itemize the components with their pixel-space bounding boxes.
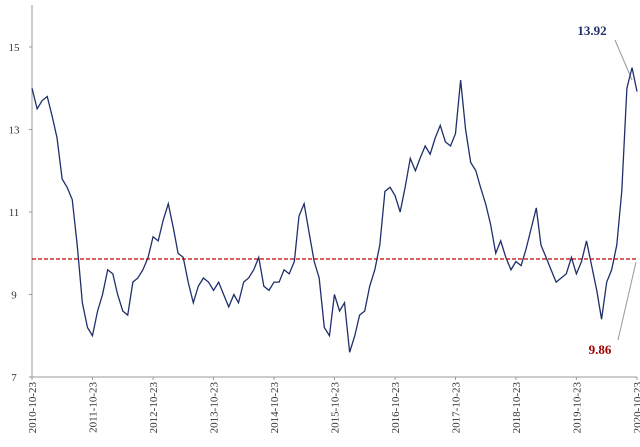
x-tick-label: 2019-10-23 xyxy=(571,382,583,434)
x-tick-label: 2013-10-23 xyxy=(209,382,221,434)
x-tick-label: 2015-10-23 xyxy=(329,382,341,434)
annotation-arrow xyxy=(614,39,633,81)
y-tick-label: 9 xyxy=(11,290,17,302)
y-tick-label: 15 xyxy=(9,42,21,54)
x-tick-label: 2016-10-23 xyxy=(390,382,402,434)
series-line xyxy=(31,67,638,353)
x-tick-label: 2011-10-23 xyxy=(87,382,99,433)
y-tick-label: 11 xyxy=(9,207,20,219)
x-tick-label: 2014-10-23 xyxy=(269,382,281,434)
x-tick-label: 2012-10-23 xyxy=(148,382,160,434)
x-tick-label: 2018-10-23 xyxy=(511,382,523,434)
x-tick-label: 2017-10-23 xyxy=(450,382,462,434)
annotation-arrow xyxy=(617,261,637,341)
y-tick-label: 13 xyxy=(9,125,21,137)
x-tick-label: 2020-10-23 xyxy=(632,382,640,434)
x-tick-label: 2010-10-23 xyxy=(27,382,39,434)
last-value-label: 13.92 xyxy=(577,23,606,38)
reference-label: 9.86 xyxy=(589,342,612,357)
y-tick-label: 7 xyxy=(11,372,17,384)
